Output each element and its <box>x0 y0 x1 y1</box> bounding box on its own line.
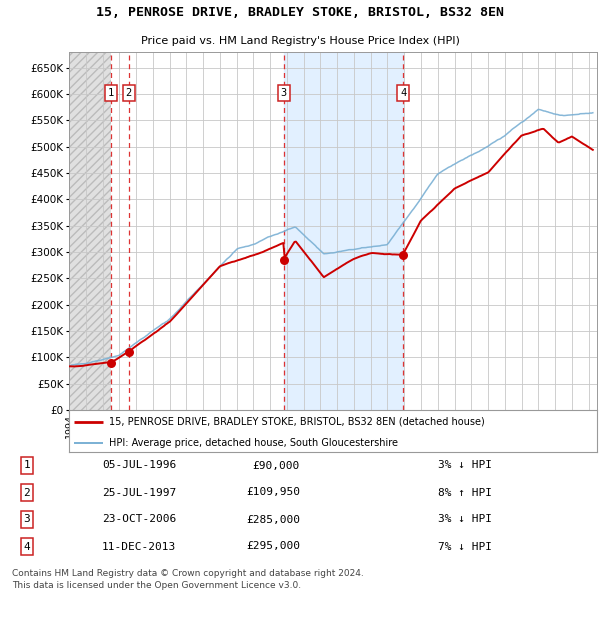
Text: 1: 1 <box>23 461 31 471</box>
Text: £285,000: £285,000 <box>246 515 300 525</box>
Bar <box>69 52 111 410</box>
Text: £109,950: £109,950 <box>246 487 300 497</box>
Text: 23-OCT-2006: 23-OCT-2006 <box>102 515 176 525</box>
Text: 2: 2 <box>23 487 31 497</box>
Text: £90,000: £90,000 <box>253 461 300 471</box>
Text: Price paid vs. HM Land Registry's House Price Index (HPI): Price paid vs. HM Land Registry's House … <box>140 35 460 45</box>
Text: 3: 3 <box>281 88 287 98</box>
Text: 15, PENROSE DRIVE, BRADLEY STOKE, BRISTOL, BS32 8EN (detached house): 15, PENROSE DRIVE, BRADLEY STOKE, BRISTO… <box>109 417 484 427</box>
Text: 7% ↓ HPI: 7% ↓ HPI <box>438 541 492 552</box>
Text: 1: 1 <box>108 88 114 98</box>
Bar <box>284 52 403 410</box>
Text: 05-JUL-1996: 05-JUL-1996 <box>102 461 176 471</box>
Text: 25-JUL-1997: 25-JUL-1997 <box>102 487 176 497</box>
Text: £295,000: £295,000 <box>246 541 300 552</box>
Text: 4: 4 <box>23 541 31 552</box>
Text: 11-DEC-2013: 11-DEC-2013 <box>102 541 176 552</box>
Text: 3% ↓ HPI: 3% ↓ HPI <box>438 515 492 525</box>
Text: 3% ↓ HPI: 3% ↓ HPI <box>438 461 492 471</box>
Text: 4: 4 <box>400 88 406 98</box>
Text: 8% ↑ HPI: 8% ↑ HPI <box>438 487 492 497</box>
Text: HPI: Average price, detached house, South Gloucestershire: HPI: Average price, detached house, Sout… <box>109 438 398 448</box>
Text: Contains HM Land Registry data © Crown copyright and database right 2024.
This d: Contains HM Land Registry data © Crown c… <box>12 569 364 590</box>
Text: 2: 2 <box>125 88 132 98</box>
Text: 3: 3 <box>23 515 31 525</box>
Text: 15, PENROSE DRIVE, BRADLEY STOKE, BRISTOL, BS32 8EN: 15, PENROSE DRIVE, BRADLEY STOKE, BRISTO… <box>96 6 504 19</box>
